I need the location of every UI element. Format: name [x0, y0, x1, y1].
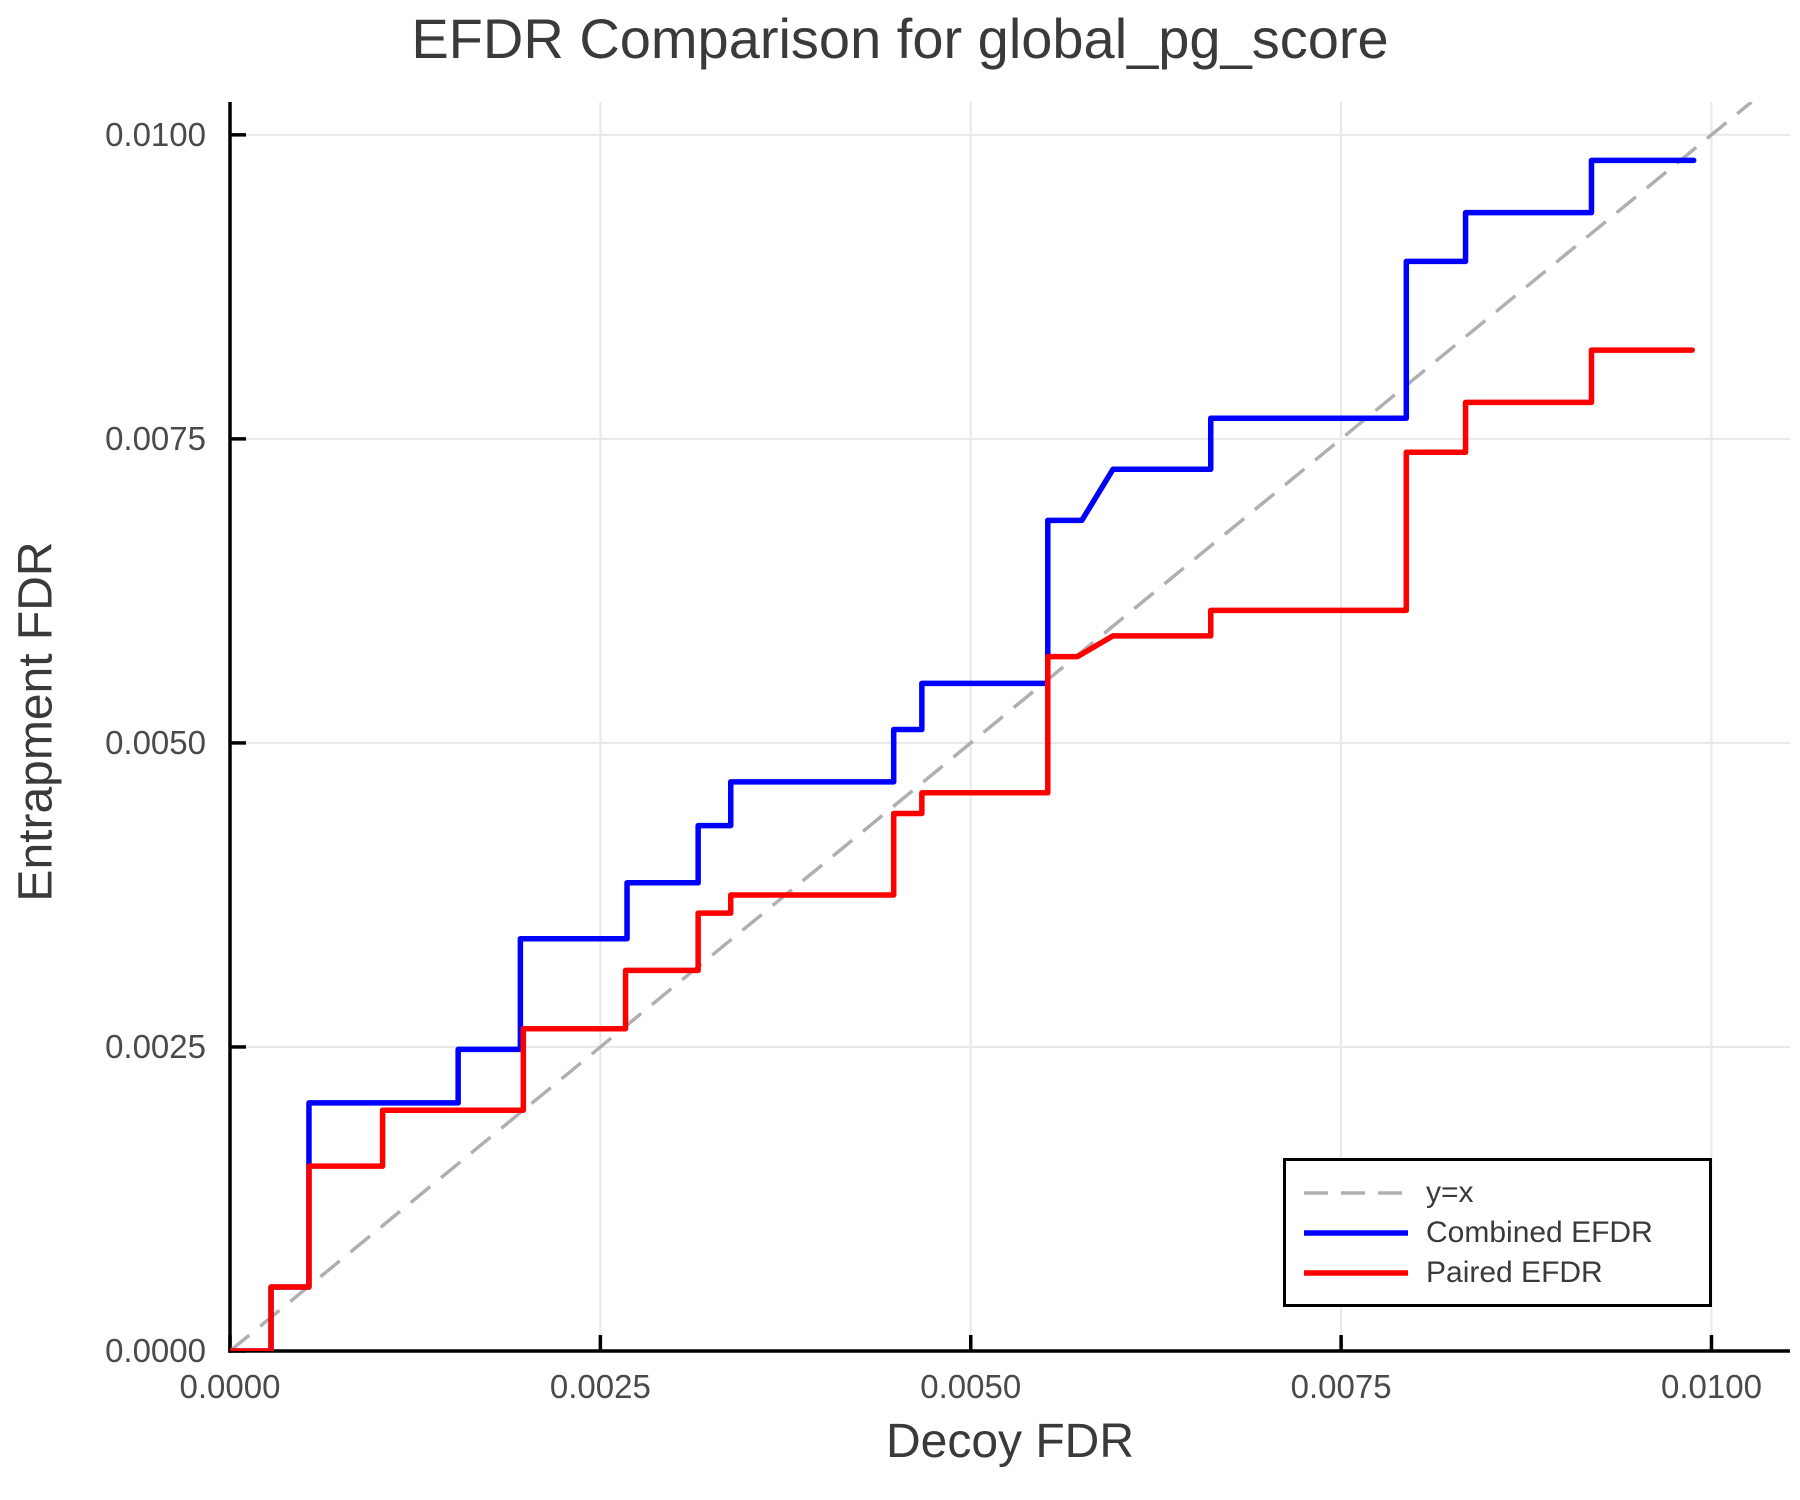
y-tick-label: 0.0075 — [105, 420, 206, 457]
combined-efdr-swatch-line — [1304, 1229, 1408, 1236]
y-tick-label: 0.0025 — [105, 1028, 206, 1065]
legend-box: y=x Combined EFDR Paired EFDR — [1283, 1158, 1712, 1307]
paired-efdr-line — [230, 347, 1695, 1351]
legend-label-combined-efdr: Combined EFDR — [1426, 1215, 1653, 1249]
y-equals-x-line — [230, 102, 1753, 1351]
legend-label-y-equals-x: y=x — [1426, 1175, 1474, 1209]
y-tick-label: 0.0100 — [105, 116, 206, 153]
legend-item-combined-efdr: Combined EFDR — [1302, 1214, 1709, 1252]
x-tick-label: 0.0075 — [1291, 1368, 1392, 1405]
legend-item-y-equals-x: y=x — [1302, 1174, 1709, 1212]
x-tick-label: 0.0000 — [180, 1368, 281, 1405]
legend-label-paired-efdr: Paired EFDR — [1426, 1255, 1603, 1289]
x-tick-label: 0.0050 — [920, 1368, 1021, 1405]
x-axis-label: Decoy FDR — [885, 1415, 1135, 1468]
paired-efdr-swatch-line — [1304, 1269, 1408, 1276]
x-tick-label: 0.0025 — [550, 1368, 651, 1405]
y-tick-label: 0.0000 — [105, 1332, 206, 1369]
y-tick-label: 0.0050 — [105, 724, 206, 761]
y-axis-label: Entrapment FDR — [9, 541, 63, 902]
x-tick-label: 0.0100 — [1661, 1368, 1762, 1405]
chart-title: EFDR Comparison for global_pg_score — [411, 7, 1389, 70]
y-equals-x-swatch-line — [1304, 1190, 1408, 1195]
combined-efdr-line — [230, 157, 1697, 1351]
legend-item-paired-efdr: Paired EFDR — [1302, 1254, 1709, 1292]
